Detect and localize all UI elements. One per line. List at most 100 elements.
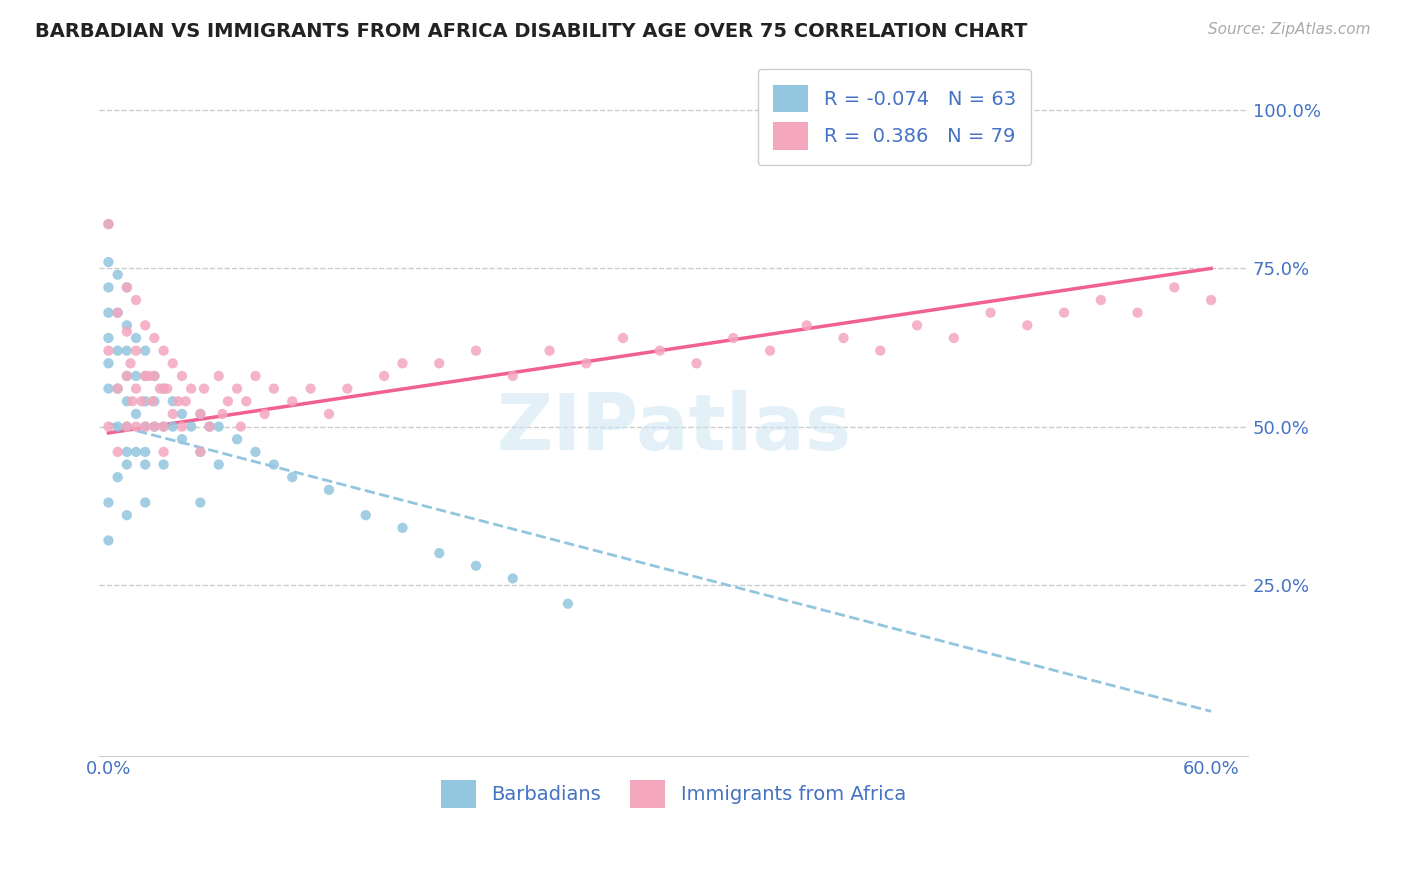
Point — [97, 382, 120, 396]
Point — [174, 394, 197, 409]
Point — [115, 508, 138, 523]
Point — [115, 280, 138, 294]
Point — [134, 495, 156, 509]
Point — [208, 458, 231, 472]
Point — [115, 343, 138, 358]
Point — [318, 407, 340, 421]
Point — [299, 382, 322, 396]
Point — [115, 280, 138, 294]
Point — [226, 382, 249, 396]
Point — [226, 432, 249, 446]
Point — [170, 432, 193, 446]
Point — [336, 382, 359, 396]
Point — [170, 407, 193, 421]
Point — [193, 382, 215, 396]
Point — [115, 445, 138, 459]
Point — [538, 343, 561, 358]
Point — [208, 368, 231, 383]
Text: BARBADIAN VS IMMIGRANTS FROM AFRICA DISABILITY AGE OVER 75 CORRELATION CHART: BARBADIAN VS IMMIGRANTS FROM AFRICA DISA… — [35, 22, 1028, 41]
Point — [685, 356, 707, 370]
Point — [253, 407, 276, 421]
Point — [143, 419, 166, 434]
Point — [235, 394, 257, 409]
Point — [502, 368, 524, 383]
Point — [502, 571, 524, 585]
Point — [942, 331, 965, 345]
Point — [796, 318, 818, 333]
Point — [263, 382, 285, 396]
Point — [115, 325, 138, 339]
Point — [134, 368, 156, 383]
Point — [115, 368, 138, 383]
Point — [156, 382, 179, 396]
Point — [162, 356, 184, 370]
Point — [115, 394, 138, 409]
Point — [97, 343, 120, 358]
Point — [97, 217, 120, 231]
Point — [465, 343, 488, 358]
Point — [198, 419, 221, 434]
Point — [188, 407, 211, 421]
Point — [180, 419, 202, 434]
Point — [1017, 318, 1039, 333]
Text: ZIPatlas: ZIPatlas — [496, 391, 851, 467]
Point — [188, 407, 211, 421]
Point — [188, 445, 211, 459]
Point — [143, 419, 166, 434]
Point — [167, 394, 190, 409]
Point — [188, 495, 211, 509]
Point — [557, 597, 579, 611]
Point — [107, 306, 129, 320]
Point — [217, 394, 239, 409]
Point — [245, 368, 267, 383]
Point — [134, 419, 156, 434]
Point — [465, 558, 488, 573]
Point — [107, 470, 129, 484]
Point — [427, 546, 450, 560]
Point — [245, 445, 267, 459]
Point — [125, 293, 148, 307]
Point — [198, 419, 221, 434]
Point — [211, 407, 233, 421]
Point — [107, 343, 129, 358]
Point — [125, 445, 148, 459]
Point — [97, 495, 120, 509]
Point — [612, 331, 634, 345]
Point — [152, 343, 174, 358]
Point — [125, 368, 148, 383]
Point — [107, 268, 129, 282]
Point — [142, 394, 165, 409]
Point — [180, 382, 202, 396]
Legend: Barbadians, Immigrants from Africa: Barbadians, Immigrants from Africa — [433, 772, 914, 815]
Point — [97, 419, 120, 434]
Point — [97, 533, 120, 548]
Point — [131, 394, 153, 409]
Point — [208, 419, 231, 434]
Point — [97, 331, 120, 345]
Point — [134, 445, 156, 459]
Point — [115, 458, 138, 472]
Point — [138, 368, 160, 383]
Point — [134, 458, 156, 472]
Point — [97, 255, 120, 269]
Point — [869, 343, 891, 358]
Point — [107, 445, 129, 459]
Point — [229, 419, 252, 434]
Point — [134, 419, 156, 434]
Point — [149, 382, 172, 396]
Point — [107, 419, 129, 434]
Point — [143, 331, 166, 345]
Point — [162, 419, 184, 434]
Point — [354, 508, 377, 523]
Point — [134, 394, 156, 409]
Point — [152, 382, 174, 396]
Point — [143, 368, 166, 383]
Point — [97, 356, 120, 370]
Point — [152, 458, 174, 472]
Text: Source: ZipAtlas.com: Source: ZipAtlas.com — [1208, 22, 1371, 37]
Point — [905, 318, 928, 333]
Point — [134, 343, 156, 358]
Point — [134, 368, 156, 383]
Point — [152, 419, 174, 434]
Point — [263, 458, 285, 472]
